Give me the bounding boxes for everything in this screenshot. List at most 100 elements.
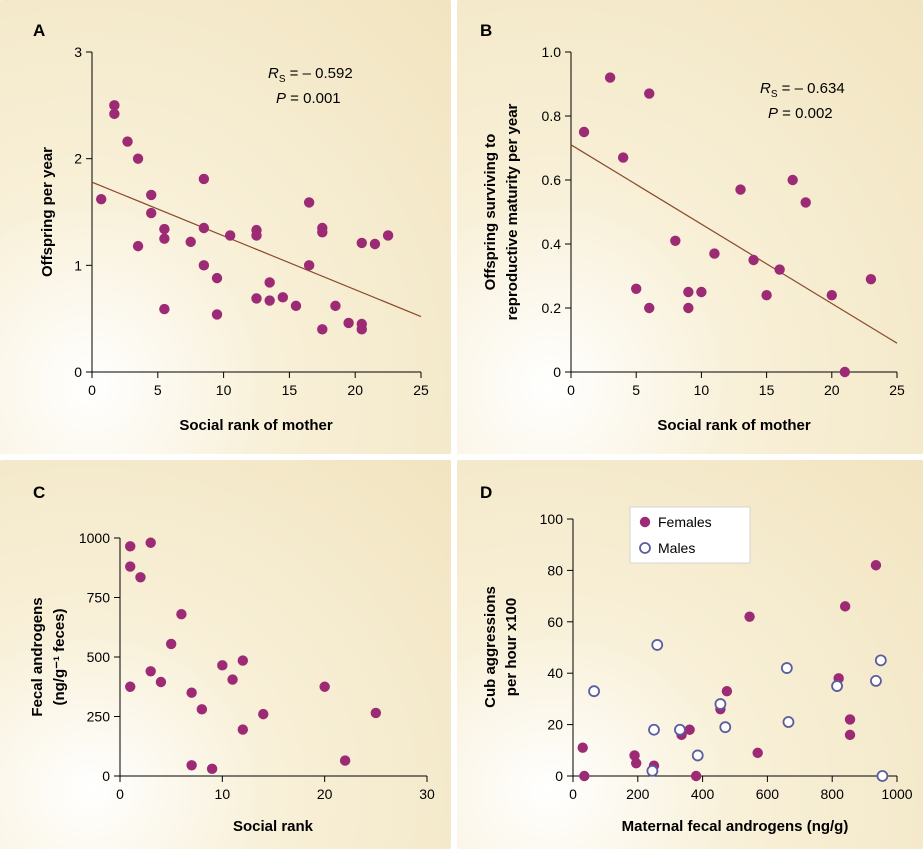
x-tick-label: 0 — [569, 786, 577, 802]
data-point — [277, 292, 289, 303]
panel-label-a: A — [33, 21, 45, 40]
rs-statistic: RS = – 0.592 — [268, 65, 353, 85]
y-tick-label: 3 — [74, 44, 82, 60]
data-point — [370, 707, 382, 719]
x-axis-title: Social rank of mother — [179, 417, 333, 434]
data-point — [135, 572, 146, 583]
data-point — [369, 238, 381, 250]
data-point-male — [719, 721, 732, 734]
data-point — [198, 173, 210, 185]
data-point-male — [780, 662, 793, 674]
data-point — [211, 272, 223, 284]
data-point-female — [721, 685, 733, 697]
data-point-female — [844, 729, 856, 741]
y-tick-label: 100 — [540, 511, 564, 527]
panel-b — [457, 0, 923, 454]
data-point — [290, 300, 302, 312]
y-axis-title-line: reproductive maturity per year — [504, 103, 521, 320]
x-tick-label: 10 — [215, 786, 231, 802]
y-tick-label: 80 — [547, 562, 563, 578]
x-tick-label: 600 — [756, 786, 780, 802]
legend-box — [629, 506, 751, 564]
data-point — [356, 237, 367, 249]
data-point-female — [744, 611, 755, 622]
legend-male-marker — [639, 542, 651, 554]
data-point-male — [651, 639, 664, 651]
data-point — [330, 300, 341, 312]
legend-label-males: Males — [658, 540, 695, 556]
rs-value: = – 0.634 — [778, 80, 845, 97]
y-tick-label: 0 — [553, 364, 561, 380]
data-point-female — [690, 770, 702, 782]
data-point — [176, 608, 187, 620]
data-point — [604, 72, 616, 83]
legend-label-females: Females — [658, 514, 712, 530]
data-point — [670, 235, 681, 246]
trend-line — [91, 181, 422, 318]
panel-a — [0, 0, 451, 454]
x-tick-label: 20 — [824, 382, 840, 398]
data-point — [186, 687, 197, 698]
data-point — [237, 724, 248, 735]
data-point — [224, 230, 236, 241]
data-point-male — [648, 723, 660, 736]
data-point — [211, 309, 223, 320]
x-tick-label: 0 — [567, 382, 575, 398]
data-point — [125, 561, 136, 572]
data-point — [826, 290, 837, 301]
data-point — [319, 681, 330, 692]
p-value: = 0.002 — [778, 105, 833, 122]
data-point — [748, 254, 759, 266]
data-point — [196, 704, 208, 715]
rs-subscript: S — [279, 74, 286, 85]
panel-c — [0, 460, 451, 849]
y-tick-label: 250 — [87, 709, 111, 725]
data-point — [644, 88, 655, 99]
y-tick-label: 20 — [547, 717, 563, 733]
data-point-male — [874, 654, 887, 667]
data-point — [159, 223, 170, 235]
rs-statistic: RS = – 0.634 — [760, 80, 845, 100]
data-point — [198, 260, 210, 271]
data-point — [303, 197, 315, 208]
y-tick-label: 1 — [74, 257, 82, 273]
panel-label-d: D — [480, 483, 492, 502]
data-point — [774, 264, 785, 275]
y-tick-label: 0.6 — [542, 172, 562, 188]
data-point — [251, 230, 262, 241]
y-tick-label: 0 — [74, 364, 82, 380]
x-tick-label: 400 — [691, 786, 715, 802]
data-point-male — [782, 716, 795, 728]
y-tick-label: 750 — [87, 590, 111, 606]
y-tick-label: 40 — [547, 665, 563, 681]
data-point — [251, 293, 262, 304]
data-point — [198, 222, 210, 234]
data-point — [578, 126, 590, 138]
rs-symbol: R — [268, 65, 279, 82]
data-point — [145, 537, 156, 548]
data-point — [96, 194, 107, 205]
x-tick-label: 20 — [347, 382, 363, 398]
x-tick-label: 30 — [419, 786, 435, 802]
data-point — [146, 189, 157, 201]
y-tick-label: 0.8 — [542, 108, 562, 124]
rs-symbol: R — [760, 80, 771, 97]
data-point-male — [876, 770, 889, 782]
panel-label-c: C — [33, 483, 45, 502]
data-point — [800, 197, 811, 208]
data-point-male — [588, 685, 600, 698]
data-point — [109, 108, 120, 120]
data-point — [317, 227, 328, 238]
x-axis-title: Maternal fecal androgens (ng/g) — [622, 818, 849, 835]
data-point — [125, 681, 136, 692]
data-point — [146, 207, 157, 219]
rs-subscript: S — [771, 89, 778, 100]
x-tick-label: 25 — [413, 382, 429, 398]
data-point-female — [752, 747, 763, 759]
x-axis-title: Social rank of mother — [657, 417, 811, 434]
data-point — [145, 666, 156, 677]
x-tick-label: 0 — [116, 786, 124, 802]
data-point — [303, 260, 315, 271]
x-tick-label: 25 — [889, 382, 905, 398]
rs-value: = – 0.592 — [286, 65, 353, 82]
